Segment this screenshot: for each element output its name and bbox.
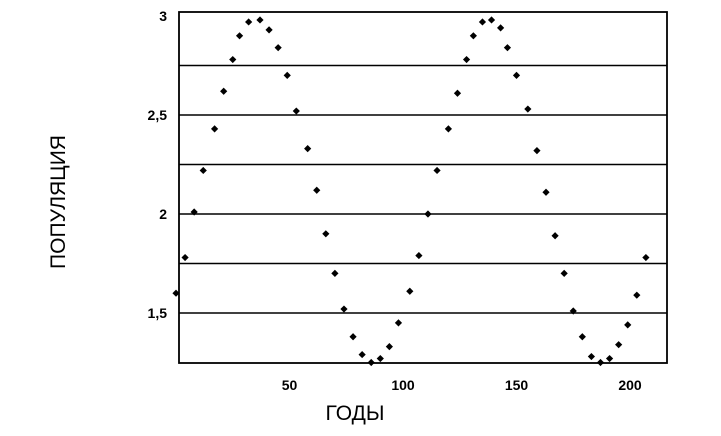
data-point: [274, 44, 282, 52]
data-point: [331, 269, 339, 277]
y-tick-label: 2: [159, 206, 167, 222]
data-point: [560, 269, 568, 277]
data-point: [503, 44, 512, 52]
data-point: [256, 16, 264, 24]
data-point: [487, 16, 496, 24]
data-point: [605, 354, 614, 363]
data-point: [615, 341, 623, 349]
data-point: [524, 105, 532, 113]
data-point: [462, 55, 471, 64]
data-point: [376, 354, 384, 363]
data-point: [569, 307, 577, 315]
data-point: [433, 166, 441, 175]
gridlines: [179, 64, 667, 314]
data-point: [367, 358, 375, 367]
data-point: [533, 147, 541, 155]
data-point: [406, 287, 414, 295]
data-point: [265, 26, 273, 34]
data-point: [235, 32, 244, 40]
data-point: [633, 291, 641, 299]
y-axis-title: ПОПУЛЯЦИЯ: [47, 135, 70, 269]
data-point: [497, 24, 505, 32]
data-point: [385, 343, 393, 351]
data-point: [245, 18, 253, 26]
x-tick-label: 100: [391, 377, 415, 393]
plot-frame: [178, 11, 668, 364]
data-point: [424, 210, 432, 218]
data-point: [358, 350, 366, 359]
data-point: [512, 71, 521, 79]
data-point: [587, 352, 596, 361]
data-point: [292, 107, 300, 115]
x-tick-label: 50: [282, 377, 298, 393]
data-point: [444, 125, 452, 133]
x-tick-label: 150: [505, 377, 529, 393]
data-point: [304, 145, 312, 153]
data-point: [596, 358, 605, 367]
y-tick-label: 2,5: [148, 107, 168, 123]
data-points: [172, 16, 650, 367]
data-point: [340, 305, 348, 313]
data-point: [229, 55, 237, 64]
data-point: [283, 71, 291, 79]
data-point: [624, 321, 632, 329]
data-point: [172, 289, 180, 297]
data-point: [415, 251, 423, 260]
data-point: [453, 89, 462, 97]
data-point: [349, 333, 357, 341]
data-point: [642, 253, 650, 262]
data-point: [313, 186, 321, 194]
x-tick-label: 200: [618, 377, 642, 393]
data-point: [542, 188, 550, 196]
data-point: [181, 253, 189, 262]
data-point: [394, 319, 403, 327]
data-point: [469, 32, 477, 40]
data-point: [322, 230, 330, 238]
data-point: [220, 87, 228, 95]
data-point: [578, 333, 586, 341]
x-axis-title: ГОДЫ: [326, 402, 385, 425]
data-point: [210, 125, 219, 133]
y-tick-labels: 1,5 2 2,5 3: [148, 8, 168, 321]
data-point: [551, 232, 559, 240]
x-tick-labels: 50 100 150 200: [282, 377, 642, 393]
data-point: [199, 166, 207, 175]
data-point: [190, 208, 198, 216]
y-tick-label: 3: [159, 8, 167, 24]
data-point: [478, 18, 487, 26]
y-tick-label: 1,5: [148, 305, 168, 321]
